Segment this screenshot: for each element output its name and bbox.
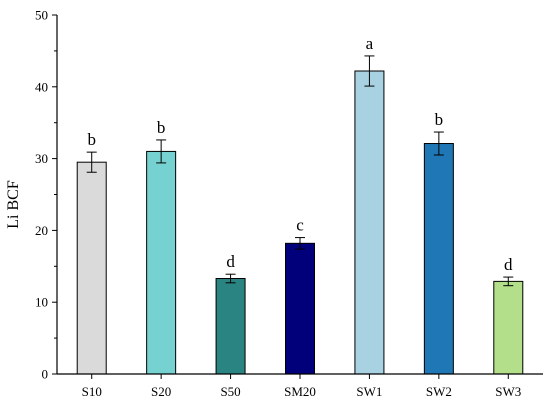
bar-s50 — [215, 278, 246, 375]
significance-letter: c — [296, 216, 304, 235]
bar-s20 — [146, 150, 177, 375]
significance-letter: b — [87, 130, 96, 149]
x-tick-label: SW1 — [356, 384, 382, 399]
x-tick-label: SW2 — [426, 384, 452, 399]
x-tick-label: S10 — [82, 384, 102, 399]
y-tick-label: 10 — [35, 295, 48, 310]
y-tick-label: 20 — [35, 223, 48, 238]
x-ticks-layer: S10 S20 S50 SM20 SW1 SW2 SW3 — [82, 374, 521, 399]
bar-s10 — [76, 161, 107, 375]
significance-letter: d — [226, 252, 235, 271]
y-axis-title: Li BCF — [5, 180, 22, 229]
x-tick-label: S20 — [151, 384, 171, 399]
significance-letter: a — [366, 34, 374, 53]
error-bars-layer — [86, 55, 514, 287]
y-tick-label: 40 — [35, 79, 48, 94]
significance-letter: d — [504, 255, 513, 274]
y-tick-label: 50 — [35, 8, 48, 23]
x-tick-label: SM20 — [284, 384, 316, 399]
y-tick-label: 0 — [42, 367, 49, 382]
significance-letters-layer: b b d c a b d — [87, 34, 513, 274]
bar-sw1 — [354, 70, 385, 375]
significance-letter: b — [435, 110, 444, 129]
x-tick-label: S50 — [220, 384, 240, 399]
y-ticks-layer: 0 10 20 30 40 50 — [35, 8, 57, 382]
x-tick-label: SW3 — [495, 384, 521, 399]
bar-sw3 — [493, 280, 524, 375]
bar-sw2 — [423, 143, 454, 375]
y-tick-label: 30 — [35, 151, 48, 166]
bar-sm20 — [285, 242, 315, 375]
significance-letter: b — [157, 118, 166, 137]
